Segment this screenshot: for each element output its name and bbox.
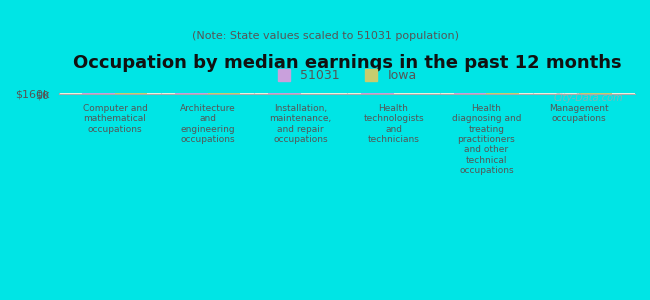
Text: City-Data.com: City-Data.com <box>554 93 623 103</box>
Bar <box>486 93 519 94</box>
Title: Occupation by median earnings in the past 12 months: Occupation by median earnings in the pas… <box>73 54 621 72</box>
Bar <box>83 93 115 94</box>
Legend: 51031, Iowa: 51031, Iowa <box>272 63 422 88</box>
Bar <box>208 93 240 94</box>
Bar <box>579 93 612 94</box>
Bar <box>115 93 148 94</box>
Text: (Note: State values scaled to 51031 population): (Note: State values scaled to 51031 popu… <box>192 31 458 41</box>
